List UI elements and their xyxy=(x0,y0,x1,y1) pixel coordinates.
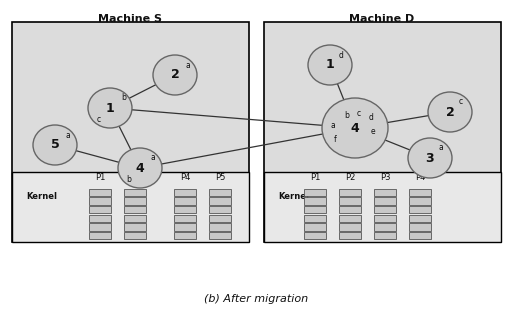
Text: 4: 4 xyxy=(351,121,359,135)
Bar xyxy=(339,206,361,213)
Bar xyxy=(174,232,196,239)
Text: a: a xyxy=(331,121,335,131)
Bar xyxy=(339,223,361,231)
Text: Kernel: Kernel xyxy=(27,192,57,201)
Ellipse shape xyxy=(118,148,162,188)
Bar xyxy=(209,215,231,222)
Text: 1: 1 xyxy=(326,58,334,71)
Bar xyxy=(174,215,196,222)
Bar xyxy=(89,189,111,196)
Bar xyxy=(174,206,196,213)
Text: f: f xyxy=(334,136,336,144)
Bar xyxy=(12,22,249,242)
Text: P3: P3 xyxy=(380,173,390,182)
Bar xyxy=(209,189,231,196)
Bar xyxy=(409,189,431,196)
Bar xyxy=(374,215,396,222)
Bar xyxy=(374,206,396,213)
Bar xyxy=(409,206,431,213)
Text: c: c xyxy=(357,110,361,118)
Bar xyxy=(89,198,111,204)
Bar xyxy=(124,198,146,204)
Ellipse shape xyxy=(88,88,132,128)
Bar xyxy=(304,215,326,222)
Bar xyxy=(409,198,431,204)
Bar xyxy=(124,223,146,231)
Bar xyxy=(124,215,146,222)
Bar xyxy=(89,206,111,213)
Bar xyxy=(174,189,196,196)
Bar xyxy=(304,198,326,204)
Bar xyxy=(209,206,231,213)
Ellipse shape xyxy=(408,138,452,178)
Bar xyxy=(89,223,111,231)
Bar xyxy=(374,232,396,239)
Text: P2: P2 xyxy=(130,173,140,182)
Bar xyxy=(409,223,431,231)
Text: b: b xyxy=(345,112,349,120)
Bar xyxy=(374,198,396,204)
Bar xyxy=(89,215,111,222)
Bar xyxy=(304,232,326,239)
Ellipse shape xyxy=(428,92,472,132)
Bar xyxy=(409,232,431,239)
Bar xyxy=(124,189,146,196)
Text: P1: P1 xyxy=(310,173,320,182)
Text: 1: 1 xyxy=(105,101,114,114)
Text: P4: P4 xyxy=(180,173,190,182)
Text: P2: P2 xyxy=(345,173,355,182)
Bar xyxy=(124,206,146,213)
Text: e: e xyxy=(371,127,375,137)
Bar xyxy=(304,189,326,196)
Ellipse shape xyxy=(153,55,197,95)
Text: 5: 5 xyxy=(51,138,59,151)
Bar xyxy=(174,223,196,231)
Bar xyxy=(209,223,231,231)
Bar xyxy=(209,198,231,204)
Text: d: d xyxy=(369,113,373,123)
Ellipse shape xyxy=(322,98,388,158)
Text: a: a xyxy=(66,131,71,139)
Text: P1: P1 xyxy=(95,173,105,182)
Bar xyxy=(89,232,111,239)
Bar xyxy=(409,215,431,222)
Bar xyxy=(209,232,231,239)
Bar xyxy=(264,172,501,242)
Text: a: a xyxy=(151,154,156,162)
Bar xyxy=(374,223,396,231)
Text: Machine S: Machine S xyxy=(98,14,162,24)
Bar xyxy=(304,206,326,213)
Text: Machine D: Machine D xyxy=(349,14,415,24)
Text: 2: 2 xyxy=(170,69,179,82)
Text: a: a xyxy=(186,60,190,70)
Text: c: c xyxy=(97,116,101,125)
Text: d: d xyxy=(338,51,344,59)
Bar xyxy=(339,198,361,204)
Bar xyxy=(339,189,361,196)
Bar xyxy=(339,215,361,222)
Ellipse shape xyxy=(33,125,77,165)
Text: P5: P5 xyxy=(215,173,225,182)
Bar xyxy=(174,198,196,204)
Bar xyxy=(374,189,396,196)
Bar xyxy=(12,172,249,242)
Text: 4: 4 xyxy=(136,161,144,174)
Text: Kernel: Kernel xyxy=(279,192,309,201)
Ellipse shape xyxy=(308,45,352,85)
Text: P4: P4 xyxy=(415,173,425,182)
Bar xyxy=(264,22,501,242)
Text: c: c xyxy=(459,98,463,106)
Text: b: b xyxy=(126,175,132,185)
Text: (b) After migration: (b) After migration xyxy=(204,294,308,304)
Bar xyxy=(339,232,361,239)
Text: b: b xyxy=(121,94,125,102)
Text: a: a xyxy=(439,143,443,153)
Text: 2: 2 xyxy=(445,106,454,118)
Bar xyxy=(304,223,326,231)
Bar xyxy=(124,232,146,239)
Text: 3: 3 xyxy=(425,151,434,165)
